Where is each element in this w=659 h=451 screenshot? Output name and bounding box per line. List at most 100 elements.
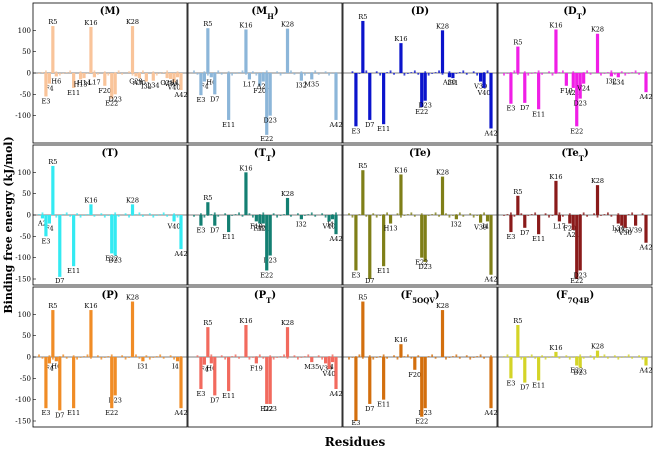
bar-minor	[396, 357, 399, 360]
bar-minor	[379, 215, 382, 216]
bar-G29	[134, 73, 138, 77]
bar-minor	[217, 70, 220, 73]
bar-minor	[114, 212, 117, 215]
bar-minor	[41, 357, 44, 359]
bar-minor	[293, 73, 296, 75]
residue-label: I32	[141, 83, 152, 91]
bar-K28	[595, 185, 600, 215]
residue-label: E3	[41, 409, 50, 417]
bar-minor	[317, 73, 320, 75]
bar-minor	[600, 73, 602, 76]
bar-E22	[265, 73, 269, 135]
bar-D7	[523, 73, 527, 103]
bar-I32	[299, 73, 303, 81]
residue-label: E11	[67, 409, 80, 417]
bar-minor	[431, 354, 434, 357]
bar-minor	[206, 73, 209, 76]
bar-F4	[202, 73, 206, 82]
bar-minor	[224, 357, 227, 360]
residue-label: F4	[45, 225, 54, 233]
bar-L34	[616, 215, 620, 224]
bar-R5	[361, 301, 365, 357]
bar-minor	[324, 71, 327, 73]
residue-label: E3	[351, 127, 360, 135]
bar-minor	[307, 73, 310, 74]
residue-label: K28	[591, 26, 604, 34]
bar-minor	[251, 215, 254, 218]
residue-label: I41	[172, 78, 183, 86]
bar-A42	[334, 73, 338, 120]
residue-label: D23	[108, 257, 121, 265]
residue-label: R5	[203, 319, 212, 327]
bar-E11	[537, 357, 541, 381]
bar-K28	[130, 26, 135, 73]
bar-E11	[382, 215, 386, 267]
residue-label: L34	[612, 225, 625, 233]
bar-minor	[213, 72, 216, 73]
bar-E11	[382, 357, 386, 400]
bar-minor	[479, 214, 482, 215]
bar-minor	[276, 357, 279, 358]
bar-K28	[130, 204, 135, 215]
bar-minor	[321, 213, 324, 215]
bar-K16	[554, 351, 558, 357]
residue-label: F20	[253, 225, 266, 233]
bar-minor	[631, 357, 634, 359]
bar-minor	[124, 357, 127, 360]
bar-D23	[578, 215, 582, 271]
bar-K16	[554, 29, 558, 73]
bar-D23	[268, 357, 272, 404]
bar-minor	[596, 215, 599, 218]
bar-minor	[455, 354, 458, 357]
bar-I32	[609, 73, 613, 77]
bar-K16	[89, 310, 93, 357]
bar-minor	[516, 73, 519, 75]
bar-minor	[138, 72, 141, 73]
bar-A42	[179, 357, 183, 409]
bar-D7	[368, 215, 372, 279]
bar-minor	[541, 73, 543, 75]
bar-minor	[462, 215, 465, 217]
bar-minor	[303, 215, 306, 216]
residue-label: V39	[473, 83, 487, 91]
bar-minor	[406, 354, 409, 357]
residue-label: F20	[408, 371, 421, 379]
bar-minor	[159, 73, 162, 74]
bar-minor	[314, 70, 317, 73]
bar-minor	[600, 356, 602, 357]
bar-minor	[58, 73, 61, 76]
bar-minor	[427, 356, 430, 357]
residue-label: K16	[394, 336, 407, 344]
residue-label: R5	[513, 188, 522, 196]
bar-L17	[557, 215, 562, 222]
bar-H6	[54, 357, 58, 362]
bar-minor	[155, 215, 158, 216]
bar-A21	[261, 215, 265, 224]
residue-label: D23	[573, 271, 586, 279]
residue-label: V40	[167, 222, 181, 230]
bar-minor	[103, 71, 106, 73]
bar-minor	[297, 213, 299, 215]
bar-minor	[176, 71, 179, 73]
residue-label: K16	[394, 35, 407, 43]
bar-V36	[623, 215, 627, 228]
bar-E3	[199, 215, 203, 226]
residue-label: K16	[239, 21, 252, 29]
bar-minor	[203, 71, 206, 73]
bar-minor	[300, 71, 303, 73]
bar-minor	[162, 212, 165, 215]
bar-R5	[51, 26, 55, 73]
bar-minor	[603, 354, 606, 357]
residue-label: R5	[513, 39, 522, 47]
y-tick-label: -150	[15, 276, 31, 284]
bar-minor	[90, 357, 92, 359]
bar-A21	[571, 73, 575, 88]
bar-minor	[262, 72, 265, 73]
residue-label: A42	[329, 235, 343, 243]
bar-R5	[516, 325, 520, 357]
residue-label: D23	[108, 95, 121, 103]
